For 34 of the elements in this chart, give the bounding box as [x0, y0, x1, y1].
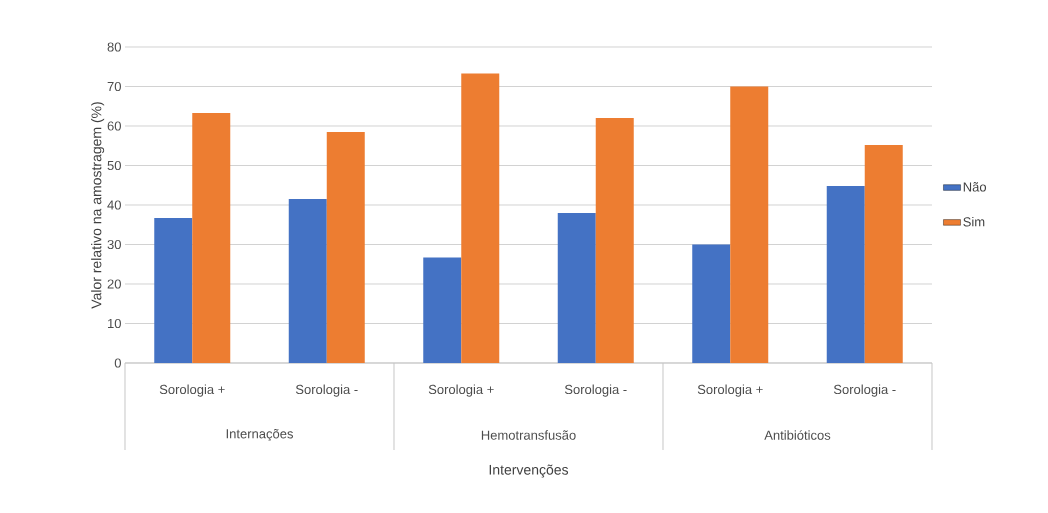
y-axis-title: Valor relativo na amostragem (%): [91, 102, 105, 309]
bar: [288, 199, 327, 363]
text: Internações: [226, 428, 293, 442]
y-tick-label: 70: [107, 81, 121, 92]
x-axis-title: Intervenções: [489, 464, 569, 478]
bar: [192, 112, 231, 363]
x-tick-label: Sorologia -: [295, 384, 358, 397]
bar: [557, 212, 596, 363]
bar: [326, 131, 365, 363]
y-tick-label: 50: [107, 160, 121, 171]
bar: [692, 244, 731, 363]
y-tick-label: 80: [107, 42, 121, 52]
y-tick-label: 20: [107, 279, 121, 289]
y-tick-label: 30: [107, 239, 121, 250]
legend-label: Sim: [963, 216, 985, 227]
legend-label: Não: [963, 182, 987, 192]
bar: [154, 218, 193, 363]
y-tick-label: 10: [108, 318, 121, 329]
y-tick-label: 60: [107, 121, 121, 131]
bar: [826, 186, 865, 363]
bar: [461, 73, 500, 363]
x-tick-label: Sorologia +: [428, 384, 494, 397]
text: Antibióticos: [764, 430, 831, 440]
bar: [864, 144, 903, 363]
x-tick-label: Sorologia -: [564, 384, 627, 397]
bar: [423, 257, 462, 363]
y-tick-label: 40: [107, 200, 121, 210]
x-tick-label: Sorologia +: [697, 384, 763, 397]
text: Hemotransfusão: [481, 430, 576, 440]
y-tick-label: 0: [114, 358, 121, 368]
x-tick-label: Sorologia +: [159, 384, 225, 397]
x-tick-label: Sorologia -: [833, 384, 896, 397]
bar: [595, 118, 634, 363]
bar: [730, 86, 769, 363]
